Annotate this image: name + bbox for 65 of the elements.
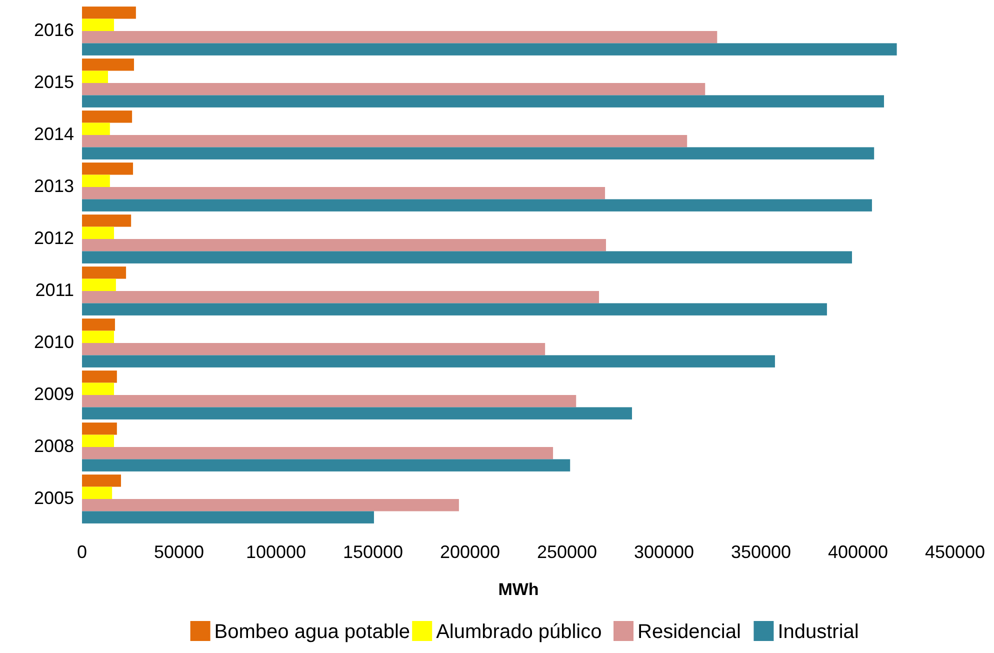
bar bbox=[82, 251, 852, 264]
y-tick-label: 2009 bbox=[34, 384, 74, 404]
y-tick-label: 2014 bbox=[34, 124, 74, 144]
bar bbox=[82, 187, 606, 200]
bar bbox=[82, 147, 874, 160]
bar bbox=[82, 162, 134, 175]
bar bbox=[82, 318, 115, 331]
bar bbox=[82, 291, 600, 304]
bar bbox=[82, 486, 112, 499]
y-tick-label: 2011 bbox=[35, 280, 74, 300]
x-tick-label: 350000 bbox=[730, 542, 792, 562]
bar bbox=[82, 382, 114, 395]
x-tick-label: 250000 bbox=[536, 542, 598, 562]
legend-label: Residencial bbox=[638, 621, 741, 643]
bar bbox=[82, 31, 718, 44]
bar bbox=[82, 83, 706, 96]
bar bbox=[82, 174, 110, 187]
x-tick-label: 400000 bbox=[828, 542, 888, 562]
bar bbox=[82, 110, 132, 123]
x-tick-label: 450000 bbox=[924, 542, 986, 562]
bar bbox=[82, 355, 775, 368]
bar bbox=[82, 43, 897, 56]
bar bbox=[82, 70, 108, 83]
bar bbox=[82, 459, 570, 472]
y-tick-label: 2005 bbox=[34, 488, 74, 508]
x-tick-label: 0 bbox=[76, 542, 88, 562]
bar bbox=[82, 447, 554, 460]
bar bbox=[82, 239, 606, 252]
x-tick-label: 300000 bbox=[634, 542, 694, 562]
bar bbox=[82, 18, 114, 31]
x-tick-label: 50000 bbox=[154, 542, 204, 562]
x-tick-label: 200000 bbox=[440, 542, 500, 562]
bar bbox=[82, 407, 632, 420]
bar bbox=[82, 266, 126, 279]
y-tick-label: 2013 bbox=[34, 176, 74, 196]
legend-label: Industrial bbox=[778, 621, 859, 643]
y-tick-label: 2008 bbox=[34, 436, 74, 456]
bar bbox=[82, 95, 884, 108]
legend-label: Alumbrado público bbox=[436, 621, 602, 643]
bar bbox=[82, 199, 872, 212]
x-tick-label: 100000 bbox=[246, 542, 306, 562]
y-tick-label: 2012 bbox=[34, 228, 74, 248]
bar bbox=[82, 330, 114, 343]
legend-label: Bombeo agua potable bbox=[214, 621, 410, 643]
bar bbox=[82, 370, 117, 383]
bar bbox=[82, 226, 114, 239]
bar bbox=[82, 395, 576, 408]
y-tick-label: 2016 bbox=[34, 20, 74, 40]
bar bbox=[82, 6, 136, 19]
bar bbox=[82, 303, 827, 316]
bar bbox=[82, 422, 117, 435]
bar bbox=[82, 511, 374, 524]
x-axis-title: MWh bbox=[498, 580, 539, 599]
y-tick-label: 2010 bbox=[34, 332, 74, 352]
y-tick-label: 2015 bbox=[34, 72, 74, 92]
bar bbox=[82, 135, 688, 148]
bar bbox=[82, 278, 116, 291]
x-tick-label: 150000 bbox=[342, 542, 404, 562]
bar bbox=[82, 58, 134, 71]
bar bbox=[82, 343, 546, 356]
bar bbox=[82, 122, 110, 135]
bar bbox=[82, 434, 114, 447]
bar bbox=[82, 499, 459, 512]
bar bbox=[82, 474, 121, 487]
bar bbox=[82, 214, 132, 227]
